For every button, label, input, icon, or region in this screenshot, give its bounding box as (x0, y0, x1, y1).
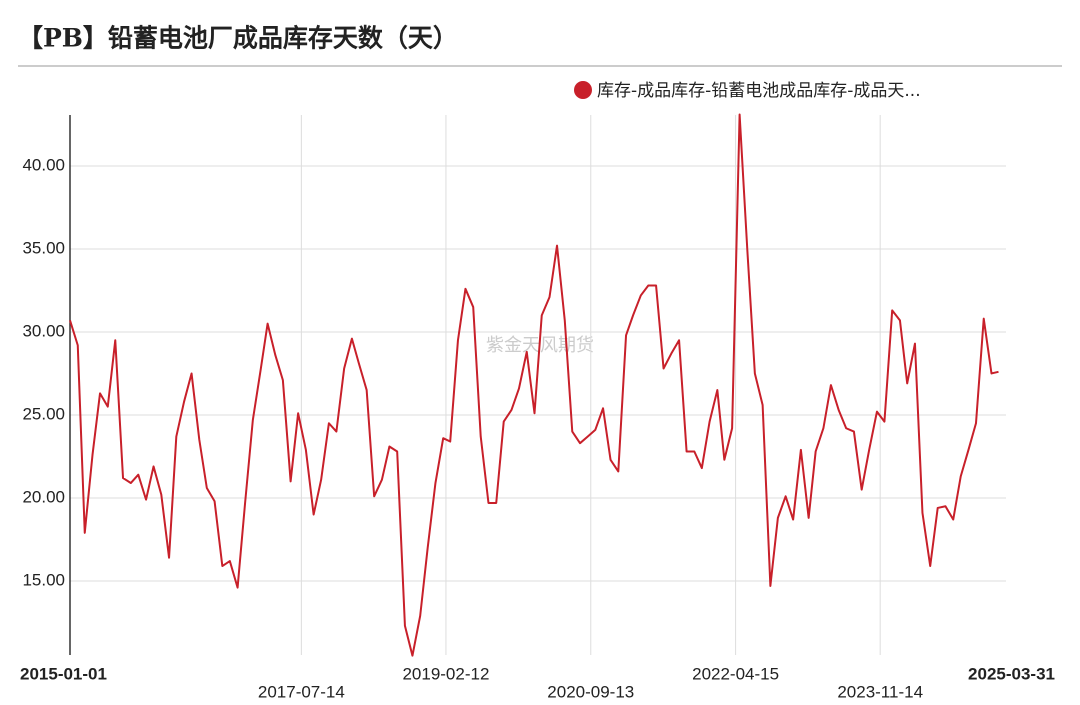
legend-label: 库存-成品库存-铅蓄电池成品库存-成品天... (597, 81, 921, 101)
x-tick-label: 2023-11-14 (837, 682, 923, 701)
y-tick-label: 20.00 (22, 487, 65, 506)
series-line (69, 113, 999, 657)
y-tick-label: 30.00 (22, 321, 65, 340)
y-tick-label: 35.00 (22, 238, 65, 257)
x-tick-label: 2017-07-14 (258, 682, 345, 701)
chart-title: 【PB】铅蓄电池厂成品库存天数（天） (18, 24, 458, 53)
x-tick-label: 2015-01-01 (20, 664, 107, 683)
y-tick-label: 25.00 (22, 404, 65, 423)
legend-marker (574, 81, 592, 99)
x-tick-label: 2022-04-15 (692, 664, 779, 683)
y-tick-label: 40.00 (22, 155, 65, 174)
x-tick-label: 2020-09-13 (547, 682, 634, 701)
y-tick-label: 15.00 (22, 570, 65, 589)
x-tick-label: 2019-02-12 (402, 664, 489, 683)
x-tick-label: 2025-03-31 (968, 664, 1055, 683)
